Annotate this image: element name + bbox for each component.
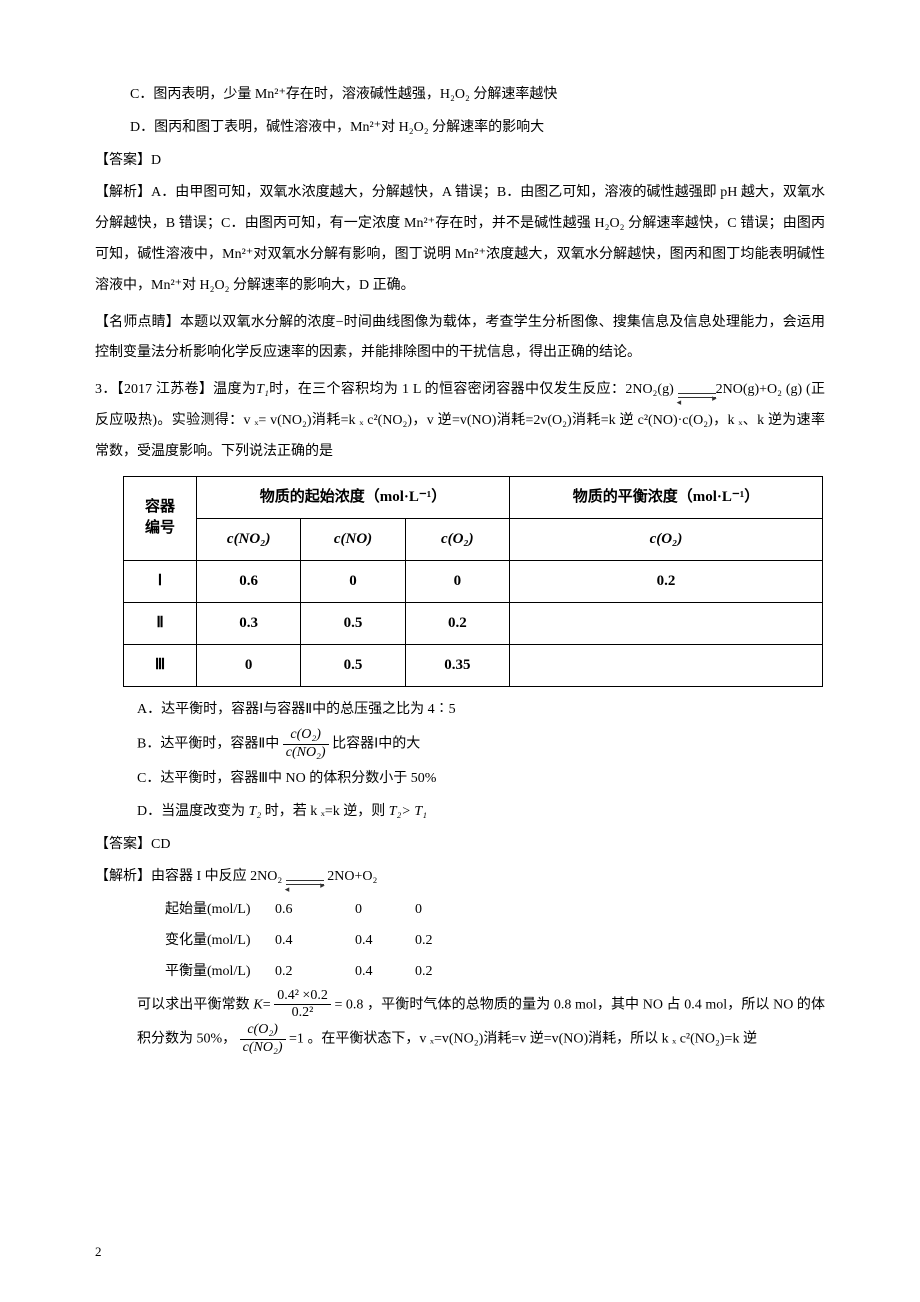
answer-value: D (151, 153, 161, 168)
cell: 0.5 (301, 644, 405, 686)
calc-eq1: =1 (289, 1032, 304, 1047)
th-initial: 物质的起始浓度（mol·L⁻¹） (197, 476, 510, 518)
cell: 0.2 (405, 602, 509, 644)
cell: 0 (197, 644, 301, 686)
calc-pre: 可以求出平衡常数 (137, 997, 253, 1012)
option-3b: B．达平衡时，容器Ⅱ中 c(O₂) c(NO₂) 比容器Ⅰ中的大 (95, 727, 825, 762)
q3-T1: T₁ (256, 382, 269, 397)
opt3d-mid: 时，若 k ₓ=k 逆，则 (261, 804, 388, 819)
th-container-1: 容器 (145, 499, 175, 515)
answer3-value: CD (151, 837, 170, 852)
ice-val: 0.4 (355, 926, 415, 957)
th-container-2: 编号 (145, 520, 175, 536)
analysis-label: 【解析】 (95, 185, 151, 200)
table-subheader-row: c(NO₂) c(NO) c(O₂) c(O₂) (124, 518, 823, 560)
frac-den: c(NO₂) (283, 745, 329, 762)
ice-row: 平衡量(mol/L) 0.2 0.4 0.2 (165, 957, 825, 988)
opt3d-t2: T₂ (249, 804, 262, 819)
option-3c: C．达平衡时，容器Ⅲ中 NO 的体积分数小于 50% (95, 764, 825, 795)
calc-post2: 。在平衡状态下，v ₓ=v(NO₂)消耗=v 逆=v(NO)消耗，所以 k ₓ … (304, 1032, 757, 1047)
analysis3-label: 【解析】 (95, 869, 151, 884)
calc-val: = 0.8 (334, 997, 363, 1012)
th-sub4: c(O₂) (510, 518, 823, 560)
ice-table: 起始量(mol/L) 0.6 0 0 变化量(mol/L) 0.4 0.4 0.… (95, 895, 825, 987)
cell-id-1: Ⅰ (124, 560, 197, 602)
teacher-label: 【名师点睛】 (95, 315, 180, 330)
ice-row: 变化量(mol/L) 0.4 0.4 0.2 (165, 926, 825, 957)
opt3b-pre: B．达平衡时，容器Ⅱ中 (137, 737, 279, 752)
ice-label: 平衡量(mol/L) (165, 957, 275, 988)
cell (510, 644, 823, 686)
opt3b-post: 比容器Ⅰ中的大 (332, 737, 420, 752)
option-3d: D．当温度改变为 T₂ 时，若 k ₓ=k 逆，则 T₂> T₁ (95, 797, 825, 828)
fraction-K: 0.4² ×0.2 0.2² (274, 988, 331, 1023)
th-sub1: c(NO₂) (197, 518, 301, 560)
th-sub2: c(NO) (301, 518, 405, 560)
calc-eq: = (263, 997, 271, 1012)
teacher-body: 本题以双氧水分解的浓度−时间曲线图像为载体，考查学生分析图像、搜集信息及信息处理… (95, 315, 825, 361)
frac-num: 0.4² ×0.2 (274, 988, 331, 1006)
option-d: D．图丙和图丁表明，碱性溶液中，Mn²⁺对 H₂O₂ 分解速率的影响大 (95, 113, 825, 144)
ice-val: 0.4 (355, 957, 415, 988)
q3-source: 【2017 江苏卷】 (117, 382, 214, 397)
table-row: Ⅱ 0.3 0.5 0.2 (124, 602, 823, 644)
calculation-para: 可以求出平衡常数 K= 0.4² ×0.2 0.2² = 0.8 ，平衡时气体的… (95, 988, 825, 1057)
ice-val: 0 (415, 895, 475, 926)
cell (510, 602, 823, 644)
question-3: 3．【2017 江苏卷】温度为T₁时，在三个容积均为 1 L 的恒容密闭容器中仅… (95, 375, 825, 467)
cell: 0 (301, 560, 405, 602)
ice-row: 起始量(mol/L) 0.6 0 0 (165, 895, 825, 926)
frac-den: c(NO₂) (240, 1040, 286, 1057)
analysis3-intro2: 2NO+O₂ (324, 869, 378, 884)
ice-val: 0.2 (275, 957, 355, 988)
page-number: 2 (95, 1238, 102, 1267)
opt3d-rel: T₂> T₁ (389, 804, 427, 819)
ice-label: 起始量(mol/L) (165, 895, 275, 926)
cell: 0.3 (197, 602, 301, 644)
ice-val: 0.2 (415, 957, 475, 988)
cell-id-3: Ⅲ (124, 644, 197, 686)
analysis-1: 【解析】A．由甲图可知，双氧水浓度越大，分解越快，A 错误；B．由图乙可知，溶液… (95, 178, 825, 301)
fraction-o2-no2: c(O₂) c(NO₂) (283, 727, 329, 762)
th-container: 容器 编号 (124, 476, 197, 560)
fraction-ratio: c(O₂) c(NO₂) (240, 1022, 286, 1057)
analysis-3-intro: 【解析】由容器 I 中反应 2NO₂ ▸◂ 2NO+O₂ (95, 862, 825, 893)
cell: 0.35 (405, 644, 509, 686)
ice-val: 0.4 (275, 926, 355, 957)
ice-val: 0 (355, 895, 415, 926)
th-eq: 物质的平衡浓度（mol·L⁻¹） (510, 476, 823, 518)
option-c: C．图丙表明，少量 Mn²⁺存在时，溶液碱性越强，H₂O₂ 分解速率越快 (95, 80, 825, 111)
table-row: Ⅰ 0.6 0 0 0.2 (124, 560, 823, 602)
teacher-note: 【名师点睛】本题以双氧水分解的浓度−时间曲线图像为载体，考查学生分析图像、搜集信… (95, 308, 825, 370)
answer3-label: 【答案】 (95, 837, 151, 852)
data-table: 容器 编号 物质的起始浓度（mol·L⁻¹） 物质的平衡浓度（mol·L⁻¹） … (123, 476, 823, 687)
answer-1: 【答案】D (95, 146, 825, 177)
th-sub3: c(O₂) (405, 518, 509, 560)
analysis-1-body: A．由甲图可知，双氧水浓度越大，分解越快，A 错误；B．由图乙可知，溶液的碱性越… (95, 185, 825, 292)
option-3a: A．达平衡时，容器Ⅰ与容器Ⅱ中的总压强之比为 4∶5 (95, 695, 825, 726)
cell: 0 (405, 560, 509, 602)
opt3d-pre: D．当温度改变为 (137, 804, 249, 819)
frac-num: c(O₂) (240, 1022, 286, 1040)
calc-K: K (253, 997, 262, 1012)
cell: 0.2 (510, 560, 823, 602)
q3-text2: 时，在三个容积均为 1 L 的恒容密闭容器中仅发生反应：2NO₂(g) (269, 382, 674, 397)
table-header-row: 容器 编号 物质的起始浓度（mol·L⁻¹） 物质的平衡浓度（mol·L⁻¹） (124, 476, 823, 518)
data-table-wrap: 容器 编号 物质的起始浓度（mol·L⁻¹） 物质的平衡浓度（mol·L⁻¹） … (95, 476, 825, 687)
analysis3-intro: 由容器 I 中反应 2NO₂ (151, 869, 282, 884)
answer-3: 【答案】CD (95, 830, 825, 861)
q3-num: 3． (95, 382, 117, 397)
cell: 0.5 (301, 602, 405, 644)
table-row: Ⅲ 0 0.5 0.35 (124, 644, 823, 686)
cell: 0.6 (197, 560, 301, 602)
q3-text1: 温度为 (213, 382, 256, 397)
frac-den: 0.2² (274, 1005, 331, 1022)
ice-label: 变化量(mol/L) (165, 926, 275, 957)
frac-num: c(O₂) (283, 727, 329, 745)
ice-val: 0.2 (415, 926, 475, 957)
cell-id-2: Ⅱ (124, 602, 197, 644)
answer-label: 【答案】 (95, 153, 151, 168)
